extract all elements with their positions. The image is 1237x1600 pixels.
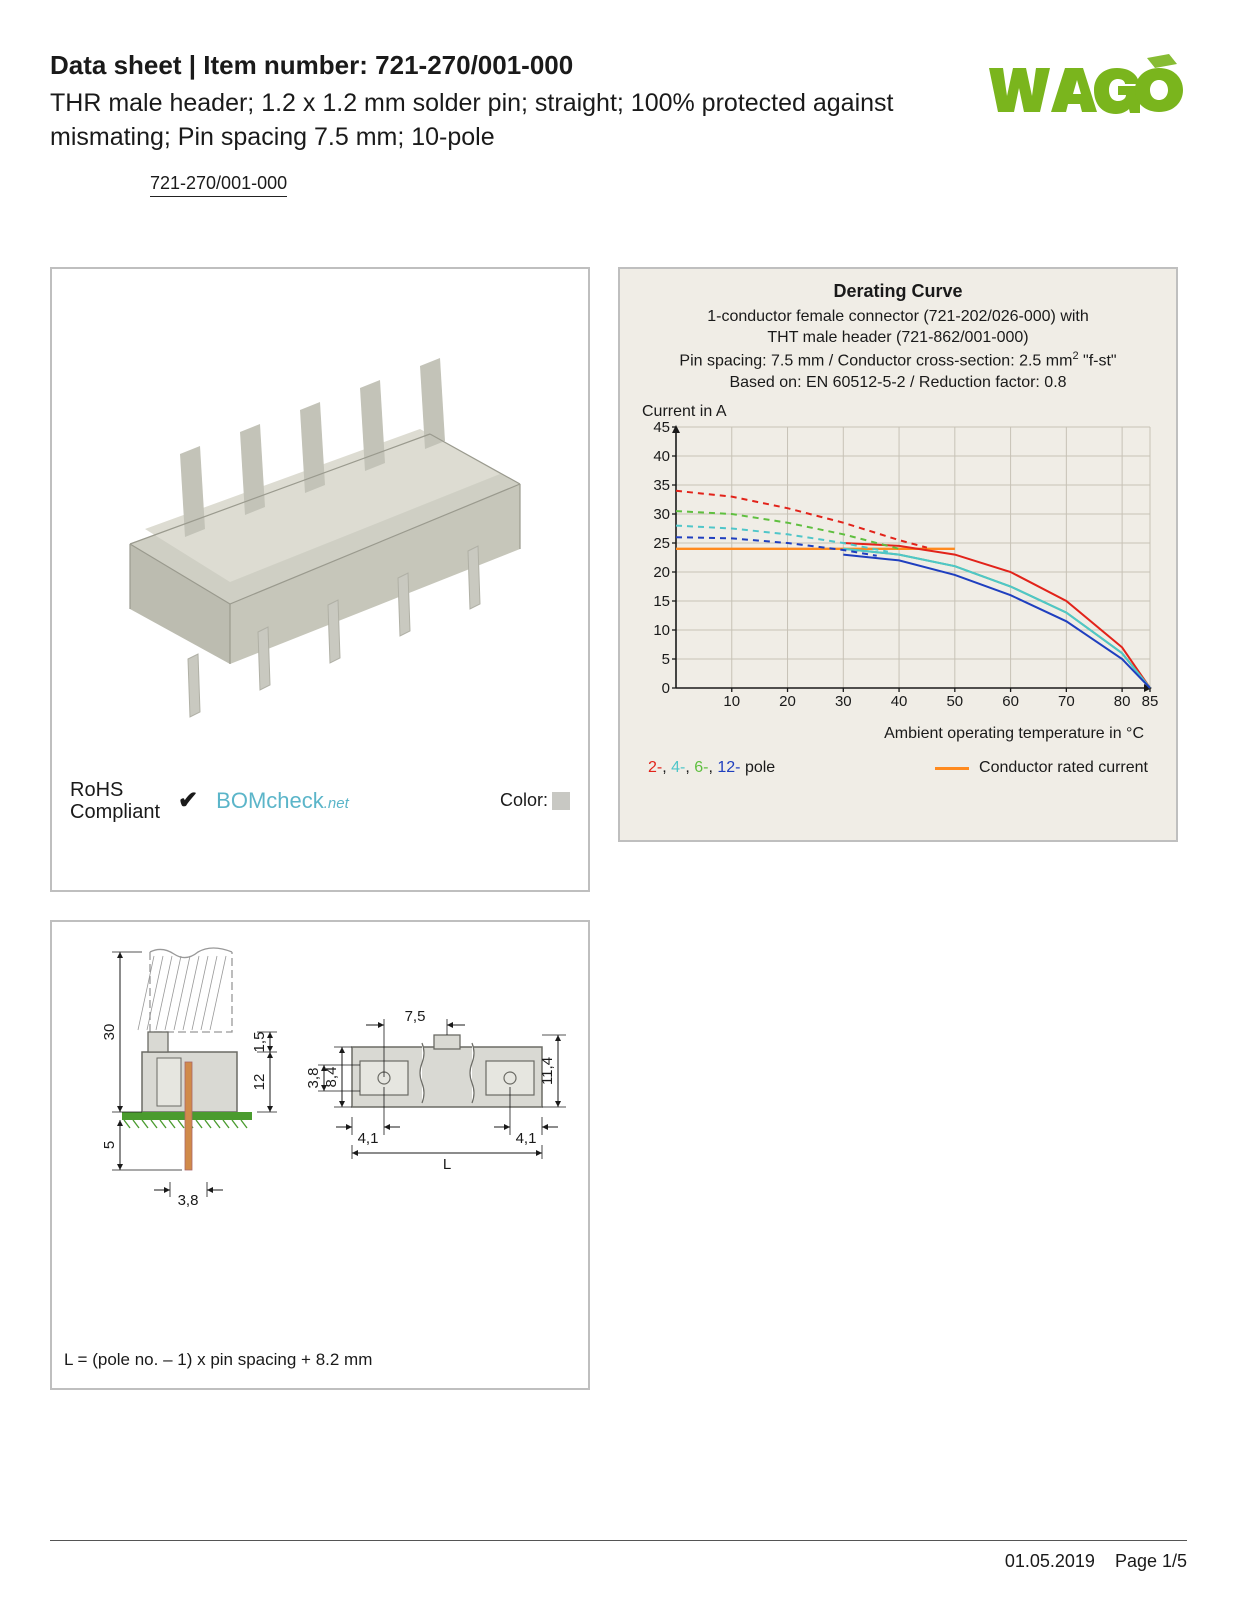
panels: RoHS Compliant ✔ BOMcheck.net Color: Der… xyxy=(50,267,1187,1390)
rohs-badge: RoHS Compliant xyxy=(70,779,160,823)
svg-text:4,1: 4,1 xyxy=(358,1130,379,1147)
legend-conductor: Conductor rated current xyxy=(979,759,1148,777)
check-icon: ✔ xyxy=(178,786,198,815)
svg-text:10: 10 xyxy=(653,622,670,639)
svg-text:40: 40 xyxy=(891,693,908,710)
bomcheck-main: BOMcheck xyxy=(216,788,324,813)
svg-text:5: 5 xyxy=(101,1140,118,1148)
chart-sub3: Pin spacing: 7.5 mm / Conductor cross-se… xyxy=(632,349,1164,372)
drawing-note: L = (pole no. – 1) x pin spacing + 8.2 m… xyxy=(64,1350,372,1370)
legend-4: 4- xyxy=(671,759,685,776)
badges-row: RoHS Compliant ✔ BOMcheck.net Color: xyxy=(62,779,578,823)
chart-sub1: 1-conductor female connector (721-202/02… xyxy=(632,306,1164,328)
legend-pole-word: pole xyxy=(741,759,776,776)
svg-text:30: 30 xyxy=(835,693,852,710)
footer: 01.05.2019 Page 1/5 xyxy=(50,1540,1187,1572)
drawing-panel: 3051,5123,87,58,43,811,44,14,1L L = (pol… xyxy=(50,920,590,1390)
chart-plot: 0 5 10 15 20 25 30 35 40 45 10 20 30 40 50 60 70 80 85 xyxy=(632,421,1164,721)
svg-text:10: 10 xyxy=(723,693,740,710)
svg-text:4,1: 4,1 xyxy=(516,1130,537,1147)
item-link[interactable]: 721-270/001-000 xyxy=(150,173,287,197)
chart-sub3b: "f-st" xyxy=(1079,352,1117,369)
svg-text:60: 60 xyxy=(1002,693,1019,710)
description: THR male header; 1.2 x 1.2 mm solder pin… xyxy=(50,87,957,155)
svg-text:7,5: 7,5 xyxy=(405,1008,426,1025)
chart-sub3a: Pin spacing: 7.5 mm / Conductor cross-se… xyxy=(679,352,1072,369)
chart-legend: 2-, 4-, 6-, 12- pole Conductor rated cur… xyxy=(632,759,1164,777)
svg-text:20: 20 xyxy=(653,564,670,581)
svg-text:30: 30 xyxy=(101,1023,118,1040)
svg-text:3,8: 3,8 xyxy=(305,1067,322,1088)
svg-text:40: 40 xyxy=(653,448,670,465)
svg-text:30: 30 xyxy=(653,506,670,523)
header: Data sheet | Item number: 721-270/001-00… xyxy=(50,50,1187,197)
legend-2: 2- xyxy=(648,759,662,776)
legend-swatch xyxy=(935,767,969,770)
legend-12: 12- xyxy=(717,759,740,776)
legend-6: 6- xyxy=(694,759,708,776)
chart-title: Derating Curve xyxy=(632,281,1164,302)
rohs-line2: Compliant xyxy=(70,801,160,823)
title-sep: | xyxy=(182,50,204,80)
svg-text:50: 50 xyxy=(946,693,963,710)
svg-text:15: 15 xyxy=(653,593,670,610)
footer-page: Page 1/5 xyxy=(1115,1551,1187,1571)
svg-text:L: L xyxy=(443,1156,451,1173)
title-label: Item number: xyxy=(203,50,368,80)
svg-text:0: 0 xyxy=(662,680,670,697)
header-text: Data sheet | Item number: 721-270/001-00… xyxy=(50,50,987,197)
svg-text:25: 25 xyxy=(653,535,670,552)
svg-text:35: 35 xyxy=(653,477,670,494)
color-label-text: Color: xyxy=(500,790,548,810)
bomcheck-badge: BOMcheck.net xyxy=(216,788,349,814)
chart-sub4: Based on: EN 60512-5-2 / Reduction facto… xyxy=(632,372,1164,394)
svg-text:80: 80 xyxy=(1114,693,1131,710)
drawing-svg: 3051,5123,87,58,43,811,44,14,1L xyxy=(62,932,582,1332)
svg-text:3,8: 3,8 xyxy=(178,1192,199,1209)
legend-poles: 2-, 4-, 6-, 12- pole xyxy=(648,759,775,777)
svg-text:12: 12 xyxy=(251,1073,268,1090)
color-label: Color: xyxy=(500,790,570,811)
svg-text:20: 20 xyxy=(779,693,796,710)
svg-text:5: 5 xyxy=(662,651,670,668)
svg-text:70: 70 xyxy=(1058,693,1075,710)
svg-text:1,5: 1,5 xyxy=(251,1031,268,1052)
chart-xlabel: Ambient operating temperature in °C xyxy=(632,725,1164,743)
bomcheck-suffix: .net xyxy=(324,795,349,812)
title-prefix: Data sheet xyxy=(50,50,182,80)
rohs-line1: RoHS xyxy=(70,779,123,801)
svg-text:85: 85 xyxy=(1142,693,1159,710)
footer-date: 01.05.2019 xyxy=(1005,1551,1095,1571)
chart-panel: Derating Curve 1-conductor female connec… xyxy=(618,267,1178,842)
svg-text:11,4: 11,4 xyxy=(539,1056,556,1084)
svg-text:45: 45 xyxy=(653,421,670,436)
color-swatch xyxy=(552,792,570,810)
page-title: Data sheet | Item number: 721-270/001-00… xyxy=(50,50,957,81)
product-image xyxy=(62,279,578,779)
logo xyxy=(987,50,1187,120)
chart-sub2: THT male header (721-862/001-000) xyxy=(632,327,1164,349)
title-item-number: 721-270/001-000 xyxy=(375,50,573,80)
product-panel: RoHS Compliant ✔ BOMcheck.net Color: xyxy=(50,267,590,892)
chart-ylabel: Current in A xyxy=(642,403,1164,421)
